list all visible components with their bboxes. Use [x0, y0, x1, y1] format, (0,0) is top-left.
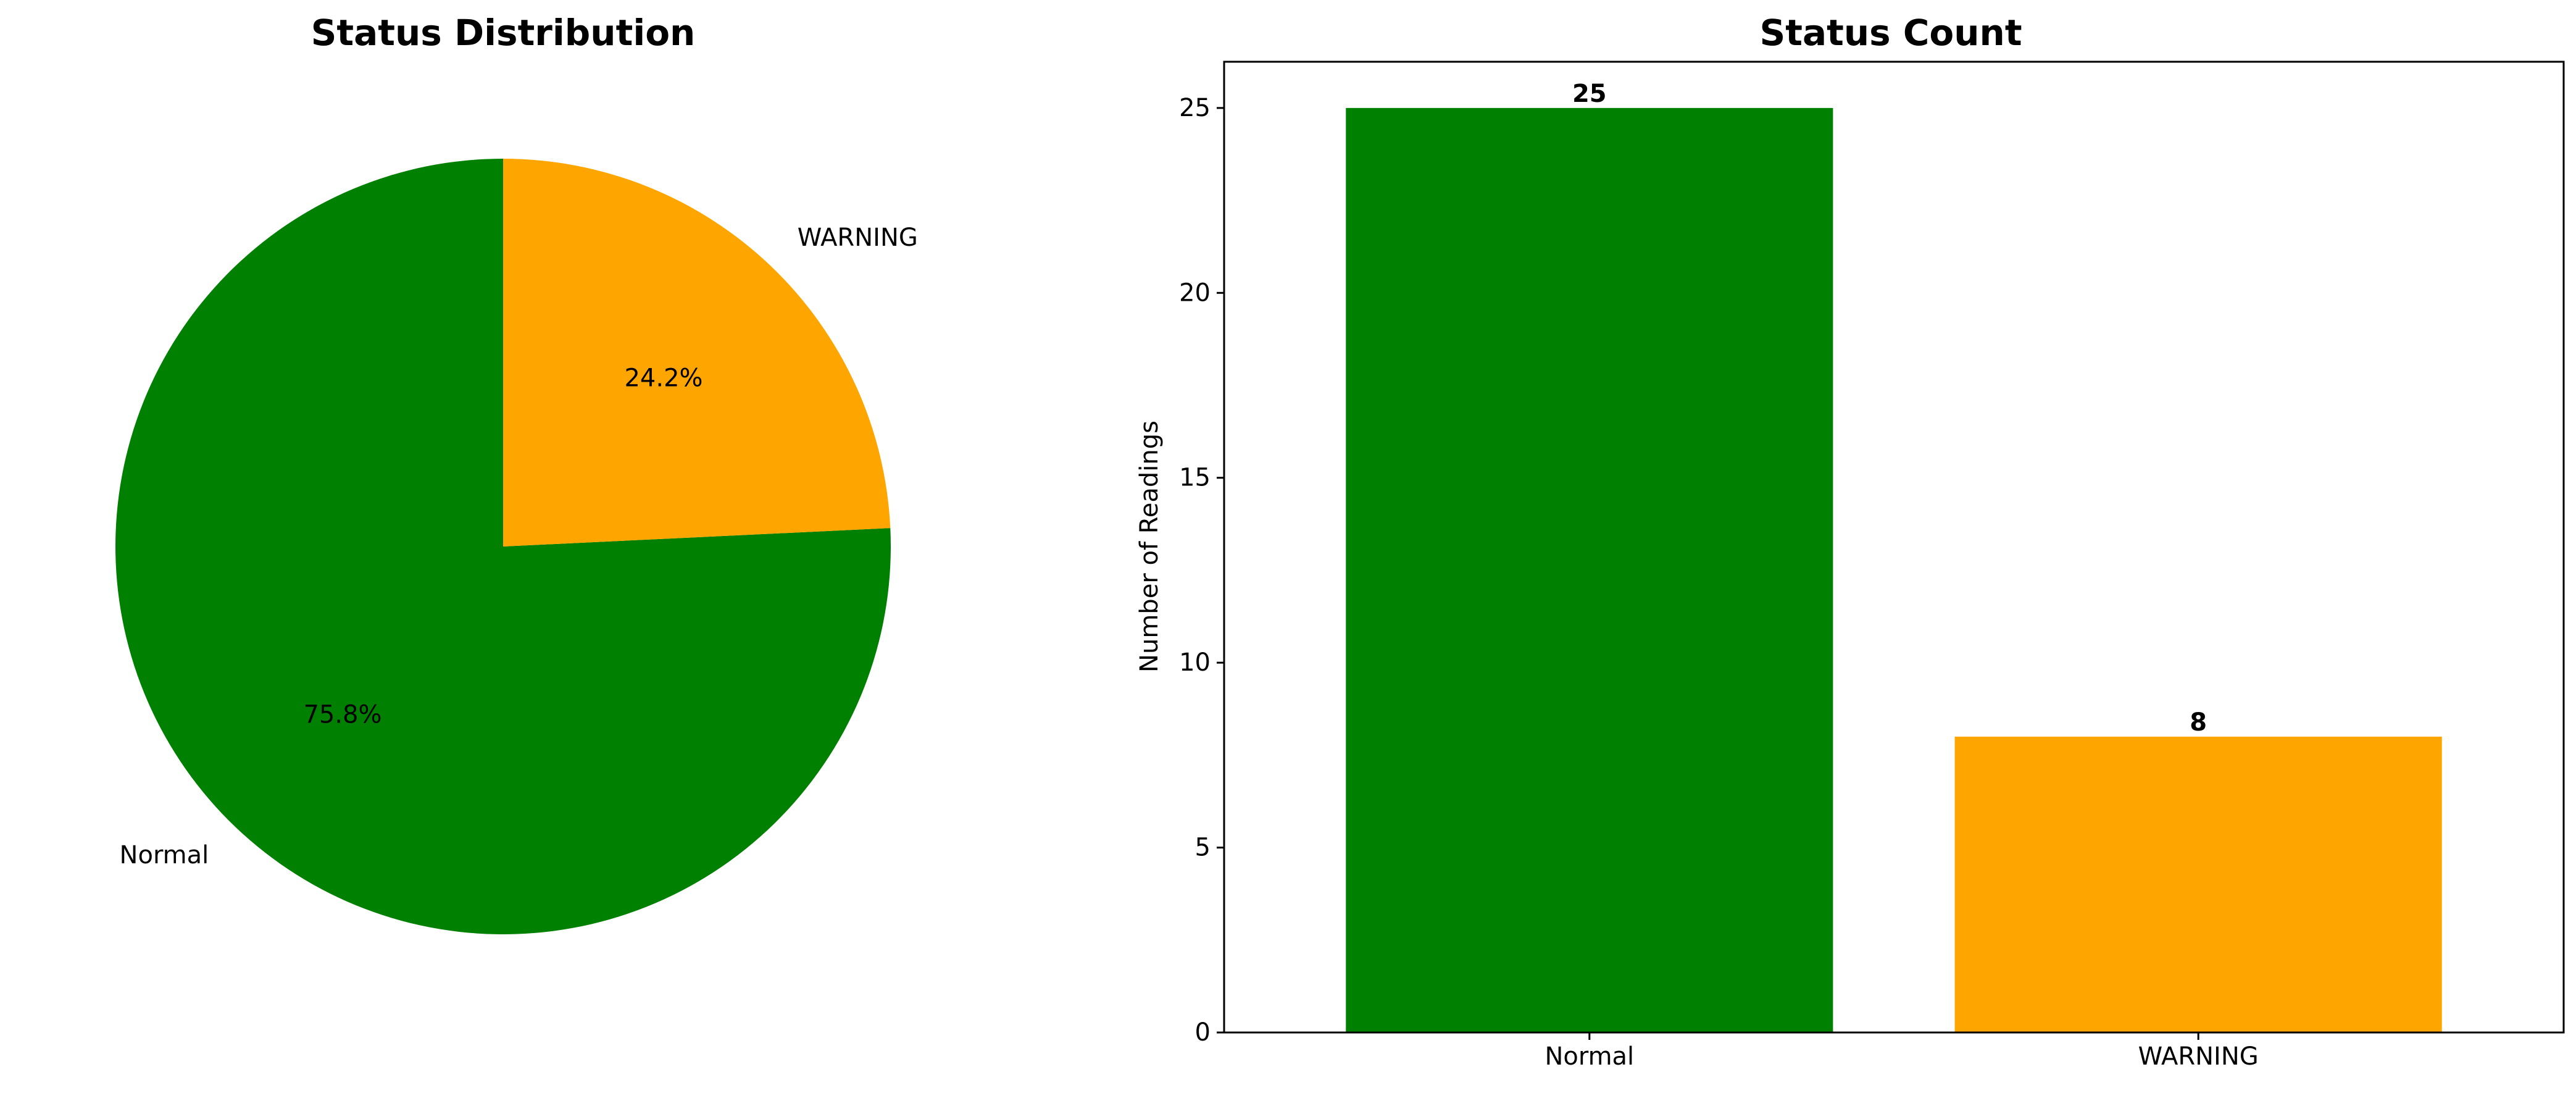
bar-normal: [1346, 107, 1833, 1032]
pie-chart-title: Status Distribution: [311, 12, 696, 54]
x-tick-label-warning: WARNING: [2138, 1042, 2259, 1071]
y-tick-label: 25: [1179, 94, 1211, 122]
pie-slice-warning: [503, 159, 891, 546]
bar-value-warning: 8: [2190, 708, 2207, 737]
pie-chart: Status Distribution Normal 75.8% WARNING 24…: [115, 12, 918, 934]
bar-chart: Status Count 25 8 0 5 10 15 20 25 Normal WARNING…: [1135, 12, 2565, 1071]
y-tick-label: 5: [1195, 834, 1211, 862]
pie-slice-normal: [115, 159, 891, 934]
bar-marks: 25 8: [1346, 80, 2442, 1032]
pie-slices: [115, 159, 891, 934]
y-axis-label: Number of Readings: [1135, 421, 1164, 672]
y-tick-label: 0: [1195, 1018, 1211, 1047]
bar-axes: 0 5 10 15 20 25 Normal WARNING: [1179, 61, 2565, 1071]
y-tick-label: 10: [1179, 648, 1211, 677]
pie-percent-normal: 75.8%: [303, 701, 381, 729]
pie-label-warning: WARNING: [798, 224, 918, 252]
pie-label-normal: Normal: [120, 841, 209, 869]
y-tick-label: 15: [1179, 464, 1211, 492]
pie-percent-warning: 24.2%: [624, 364, 702, 392]
pie-labels: Normal 75.8% WARNING 24.2%: [120, 224, 918, 869]
bar-axes-frame: [1223, 61, 2565, 1034]
bar-chart-title: Status Count: [1759, 12, 2022, 54]
bar-value-normal: 25: [1572, 80, 1607, 108]
y-tick-label: 20: [1179, 278, 1211, 307]
bar-warning: [1954, 736, 2442, 1032]
x-tick-label-normal: Normal: [1544, 1042, 1634, 1071]
